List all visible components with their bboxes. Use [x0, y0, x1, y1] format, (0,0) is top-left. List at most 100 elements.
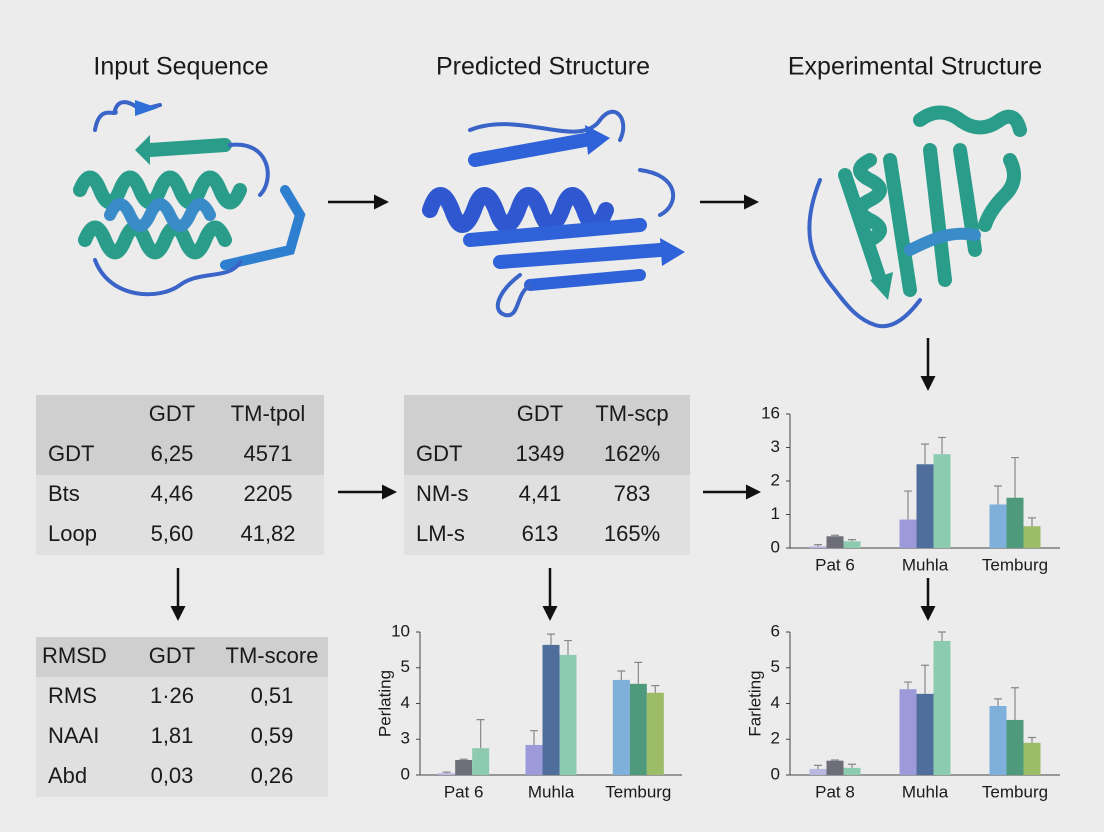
error-bar	[442, 771, 451, 774]
y-tick-label: 6	[771, 621, 780, 640]
x-tick-label: Muhla	[528, 782, 575, 801]
table-header: RMSD	[42, 643, 107, 668]
table-header: GDT	[517, 401, 563, 426]
table-row-shade	[36, 435, 324, 475]
error-bar	[1011, 687, 1019, 720]
bar	[933, 454, 951, 548]
y-tick-label: 3	[401, 729, 410, 748]
bar	[826, 760, 844, 775]
error-bar	[651, 685, 660, 693]
bar	[916, 464, 934, 548]
y-tick-label: 5	[401, 657, 410, 676]
y-tick-label: 5	[771, 657, 780, 676]
y-tick-label: 2	[771, 729, 780, 748]
table-cell: 41,82	[240, 521, 295, 546]
y-axis-label: Perlating	[375, 670, 394, 737]
x-tick-label: Pat 6	[815, 555, 855, 574]
table-cell: 1·26	[150, 683, 194, 708]
table-cell: Loop	[48, 521, 97, 546]
error-bar	[564, 639, 572, 655]
bar	[899, 689, 917, 775]
table-cell: 0,51	[251, 683, 294, 708]
x-tick-label: Pat 8	[815, 782, 855, 801]
y-tick-label: 0	[771, 537, 780, 556]
table-cell: GDT	[48, 441, 94, 466]
error-bar	[1028, 517, 1036, 527]
table-cell: 4571	[244, 441, 293, 466]
table-header: GDT	[149, 401, 195, 426]
heading: Predicted Structure	[436, 53, 650, 81]
table-header: TM-tpol	[231, 401, 306, 426]
bar	[826, 536, 844, 548]
bar	[472, 748, 490, 775]
bar	[612, 679, 630, 775]
error-bar	[1028, 736, 1036, 743]
error-bar	[904, 490, 912, 520]
error-bar	[831, 534, 839, 537]
table-cell: 4,46	[151, 481, 194, 506]
y-tick-label: 1	[771, 504, 780, 523]
table-cell: 6,25	[151, 441, 194, 466]
table-cell: NM-s	[416, 481, 469, 506]
x-tick-label: Muhla	[902, 555, 949, 574]
bar	[809, 546, 827, 548]
table-cell: 0,26	[251, 763, 294, 788]
bar	[809, 768, 827, 775]
table-cell: RMS	[48, 683, 97, 708]
error-bar	[459, 758, 468, 760]
bar	[843, 767, 861, 775]
table-cell: 0,59	[251, 723, 294, 748]
error-bar	[814, 764, 822, 769]
error-bar	[617, 670, 626, 680]
table-cell: GDT	[416, 441, 462, 466]
error-bar	[831, 759, 839, 761]
y-tick-label: 16	[761, 403, 780, 422]
x-tick-label: Muhla	[902, 782, 949, 801]
x-tick-label: Temburg	[982, 555, 1048, 574]
table-cell: Bts	[48, 481, 80, 506]
error-bar	[848, 539, 856, 542]
table-cell: Abd	[48, 763, 87, 788]
error-bar	[814, 544, 822, 547]
bar	[455, 759, 473, 775]
bar	[1023, 742, 1041, 775]
table-cell: 1,81	[151, 723, 194, 748]
error-bar	[848, 763, 856, 768]
heading: Input Sequence	[93, 53, 268, 81]
error-bar	[530, 730, 538, 745]
y-tick-label: 4	[401, 693, 410, 712]
table-cell: 165%	[604, 521, 660, 546]
bar	[438, 773, 456, 775]
y-tick-label: 0	[771, 764, 780, 783]
table-header: GDT	[149, 643, 195, 668]
table-row-shade	[36, 637, 328, 677]
error-bar	[938, 631, 946, 641]
table-row-shade	[404, 435, 690, 475]
y-tick-label: 3	[771, 437, 780, 456]
x-tick-label: Temburg	[982, 782, 1048, 801]
error-bar	[938, 436, 946, 455]
bar	[843, 541, 861, 548]
x-tick-label: Temburg	[605, 782, 671, 801]
error-bar	[994, 485, 1002, 505]
bar	[1023, 526, 1041, 548]
protein-input	[73, 100, 306, 297]
bar	[629, 683, 647, 775]
table-header: TM-score	[226, 643, 319, 668]
error-bar	[921, 443, 929, 465]
bar	[1006, 497, 1024, 548]
bar	[916, 693, 934, 775]
table-cell: 162%	[604, 441, 660, 466]
error-bar	[476, 718, 485, 749]
table-header: TM-scp	[595, 401, 668, 426]
y-tick-label: 4	[771, 693, 780, 712]
protein-predicted	[422, 109, 685, 318]
x-tick-label: Pat 6	[444, 782, 484, 801]
error-bar	[634, 661, 643, 684]
protein-experimental	[807, 105, 1027, 329]
table-cell: 5,60	[151, 521, 194, 546]
bar	[525, 744, 543, 775]
heading: Experimental Structure	[788, 53, 1042, 81]
